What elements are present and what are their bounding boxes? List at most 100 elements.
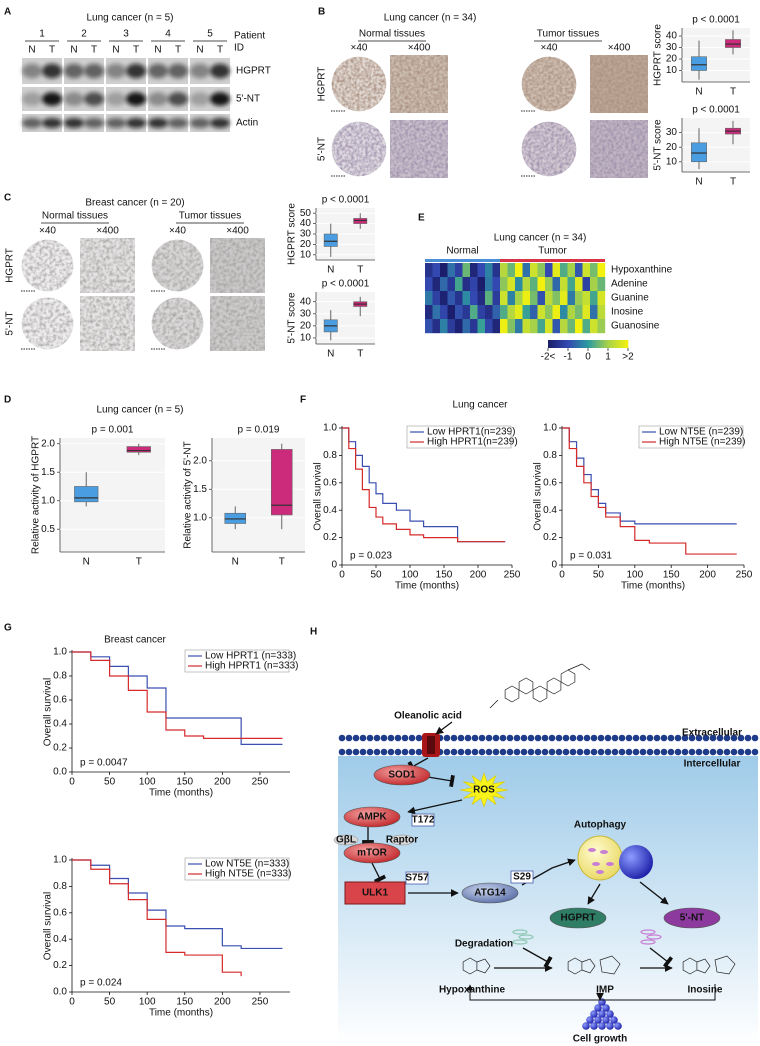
node-shape — [461, 882, 519, 904]
survival-curve — [72, 859, 242, 977]
lipid-head — [492, 734, 500, 742]
blot-band — [42, 63, 62, 79]
legend-label: High NT5E (n=239) — [659, 437, 745, 448]
tissue-image — [210, 296, 265, 351]
colorbar-slice — [622, 340, 625, 348]
patient-number: 1 — [39, 29, 45, 40]
tissue-texture — [390, 55, 448, 113]
blot-band — [64, 92, 84, 106]
patient-number: 3 — [123, 29, 129, 40]
blot-band — [210, 63, 230, 79]
heatmap-cell — [590, 319, 598, 334]
heatmap-cell — [567, 291, 576, 306]
heatmap-cell — [545, 305, 553, 320]
group-label: Tumor — [538, 246, 567, 257]
lipid-head — [352, 748, 360, 756]
heatmap-cell — [575, 291, 583, 306]
row-label: 5'-NT — [317, 137, 328, 161]
y-tick-label: 10 — [666, 65, 678, 76]
heatmap-cell — [530, 277, 538, 292]
degraded-protein — [646, 934, 662, 940]
tissue-image — [390, 55, 448, 113]
magnification: ×40 — [541, 43, 558, 54]
tissue-texture — [590, 55, 648, 113]
node-label: GβL — [336, 835, 356, 846]
lipid-head — [569, 734, 577, 742]
heatmap-cell — [537, 291, 546, 306]
group-label: Normal tissues — [359, 29, 425, 40]
heatmap-cell — [515, 277, 523, 292]
lipid-head — [660, 748, 668, 756]
x-tick-label: 50 — [593, 570, 605, 581]
lipid-head — [730, 734, 738, 742]
y-tick-label: 0.4 — [53, 934, 67, 945]
blot-band — [190, 63, 210, 79]
legend-label: Low NT5E (n=239) — [659, 427, 743, 438]
cell — [614, 1022, 622, 1030]
group-label: Normal — [446, 246, 478, 257]
node-label: Hypoxanthine — [439, 985, 506, 996]
cell — [598, 1022, 606, 1030]
degraded-protein — [640, 929, 656, 935]
plot-area — [316, 292, 375, 344]
y-tick-label: 0.2 — [53, 743, 67, 754]
heatmap-cell — [477, 263, 486, 278]
tissue-image — [521, 56, 577, 112]
y-tick-label: 10 — [300, 249, 312, 260]
p-value: p = 0.024 — [80, 978, 122, 989]
lipid-head — [618, 748, 626, 756]
y-tick-label: 0.4 — [323, 505, 337, 516]
x-tick-label: 200 — [470, 570, 487, 581]
lipid-head — [415, 734, 423, 742]
lipid-head — [527, 748, 535, 756]
blot-row-label: HGPRT — [236, 66, 271, 77]
tissue-texture — [590, 120, 648, 178]
heatmap-cell — [567, 277, 576, 292]
y-tick-label: 1.0 — [323, 423, 337, 434]
node-label: ATG14 — [474, 888, 506, 899]
category-label: N — [695, 177, 702, 188]
heatmap-cell — [560, 305, 568, 320]
lipid-head — [345, 748, 353, 756]
heatmap-cell — [500, 263, 508, 278]
group-label: Tumor tissues — [179, 211, 241, 222]
lane-label: T — [49, 45, 55, 56]
heatmap-cell — [597, 277, 606, 292]
y-tick-label: 2.0 — [193, 455, 207, 466]
lipid-head — [583, 748, 591, 756]
arrow — [639, 881, 669, 905]
lipid-head — [611, 748, 619, 756]
lane-label: N — [112, 45, 119, 56]
structure-ring — [462, 957, 478, 975]
patient-number: 5 — [207, 29, 213, 40]
heatmap-cell — [477, 291, 486, 306]
heatmap-cell — [567, 319, 576, 334]
blot-band — [22, 92, 42, 106]
lipid-head — [730, 748, 738, 756]
node-label: T172 — [412, 815, 435, 826]
colorbar-slice — [598, 340, 601, 348]
blot-band — [106, 92, 126, 106]
legend-label: High NT5E (n=333) — [205, 869, 291, 880]
row-label: Hypoxanthine — [611, 265, 673, 276]
lipid-head — [674, 734, 682, 742]
node-label: 5'-NT — [680, 913, 705, 924]
degraded-protein — [518, 934, 534, 940]
colorbar-slice — [576, 340, 579, 348]
lipid-head — [562, 734, 570, 742]
lipid-head — [653, 748, 661, 756]
colorbar-slice — [572, 340, 575, 348]
panel-title: Breast cancer — [104, 635, 166, 646]
feedback-bracket — [467, 984, 716, 1001]
heatmap-cell — [530, 263, 538, 278]
lipid-head — [359, 748, 367, 756]
x-tick-label: 250 — [736, 570, 753, 581]
lipid-head — [618, 734, 626, 742]
blot-band — [42, 117, 62, 129]
lipid-head — [737, 748, 745, 756]
cell — [602, 1016, 610, 1024]
x-tick-label: 0 — [69, 997, 75, 1008]
y-tick-label: 40 — [666, 31, 678, 42]
y-tick-label: 10 — [666, 156, 678, 167]
y-tick-label: 1.0 — [41, 495, 55, 506]
